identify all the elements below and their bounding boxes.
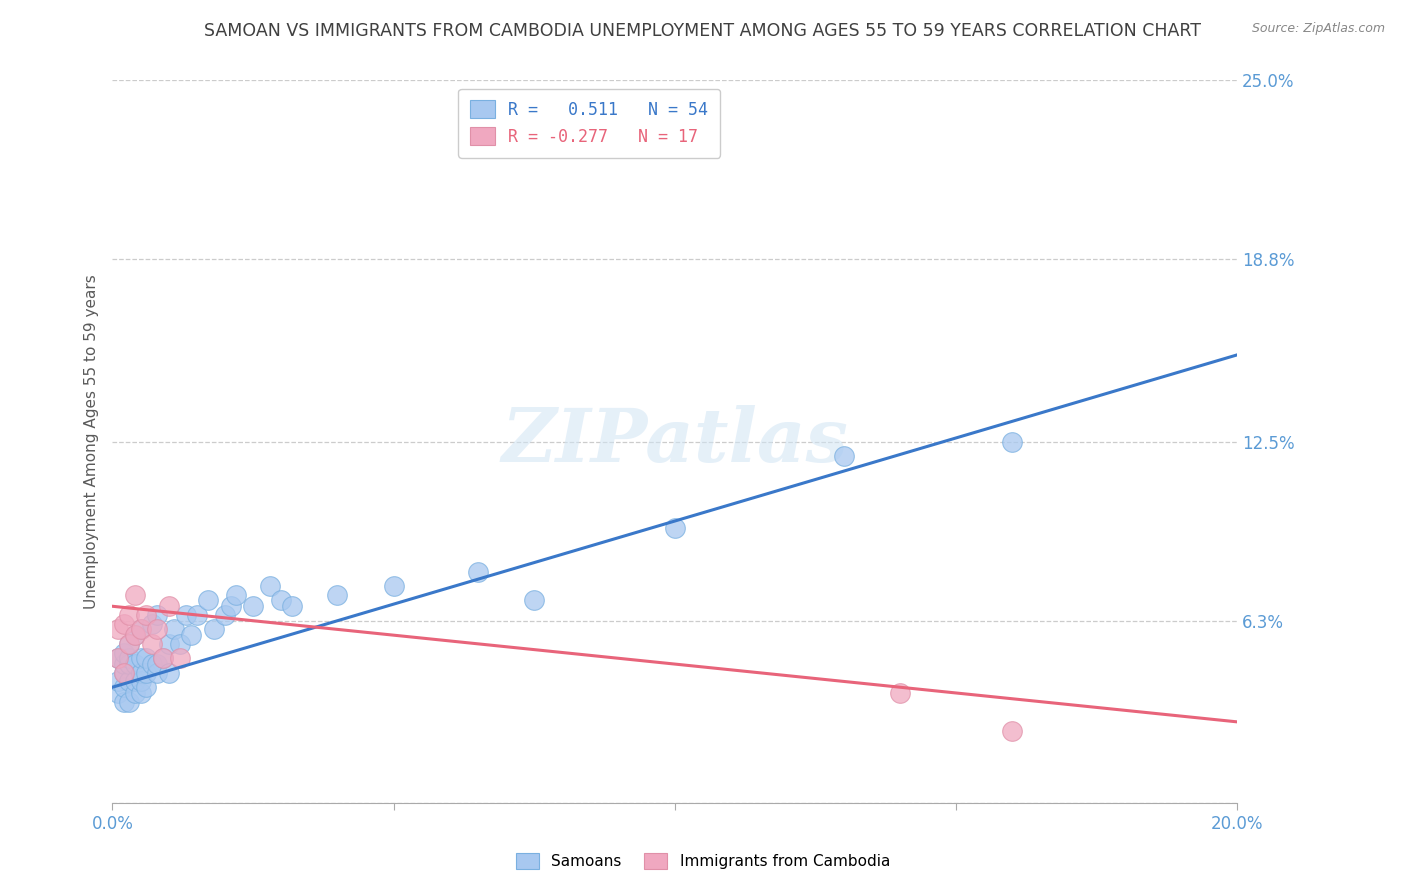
Point (174, 607, 197, 622)
Point (141, 616, 163, 631)
Point (832, 449, 855, 463)
Point (214, 607, 236, 622)
Point (124, 628, 146, 642)
Point (326, 588, 349, 602)
Point (169, 637, 191, 651)
Point (124, 674, 146, 689)
Point (112, 646, 135, 660)
Point (152, 651, 174, 665)
Point (135, 651, 157, 665)
Point (219, 599, 242, 614)
Point (157, 665, 180, 680)
Point (146, 607, 169, 622)
Point (129, 674, 152, 689)
Point (141, 637, 163, 651)
Point (141, 657, 163, 671)
Point (112, 695, 135, 709)
Point (146, 657, 169, 671)
Point (889, 686, 911, 700)
Point (118, 674, 141, 689)
Y-axis label: Unemployment Among Ages 55 to 59 years: Unemployment Among Ages 55 to 59 years (83, 274, 98, 609)
Point (129, 651, 152, 665)
Point (1001, 434, 1024, 449)
Point (135, 665, 157, 680)
Point (157, 599, 180, 614)
Point (118, 637, 141, 651)
Text: SAMOAN VS IMMIGRANTS FROM CAMBODIA UNEMPLOYMENT AMONG AGES 55 TO 59 YEARS CORREL: SAMOAN VS IMMIGRANTS FROM CAMBODIA UNEMP… (204, 22, 1202, 40)
Point (382, 579, 405, 593)
Point (197, 593, 219, 607)
Point (112, 657, 135, 671)
Point (259, 579, 281, 593)
Legend: R =   0.511   N = 54, R = -0.277   N = 17: R = 0.511 N = 54, R = -0.277 N = 17 (458, 88, 720, 158)
Point (169, 651, 191, 665)
Point (135, 607, 157, 622)
Point (118, 607, 141, 622)
Point (157, 637, 180, 651)
Point (1001, 723, 1024, 738)
Point (129, 665, 152, 680)
Point (523, 593, 546, 607)
Point (163, 623, 186, 637)
Point (467, 565, 489, 579)
Point (112, 665, 135, 680)
Point (112, 616, 135, 631)
Point (118, 651, 141, 665)
Point (112, 680, 135, 694)
Point (118, 637, 141, 651)
Point (146, 665, 169, 680)
Point (129, 623, 152, 637)
Point (146, 623, 169, 637)
Point (664, 521, 686, 535)
Point (118, 695, 141, 709)
Point (135, 680, 157, 694)
Point (129, 623, 152, 637)
Legend: Samoans, Immigrants from Cambodia: Samoans, Immigrants from Cambodia (510, 847, 896, 875)
Point (112, 665, 135, 680)
Point (152, 651, 174, 665)
Point (107, 651, 129, 665)
Point (107, 623, 129, 637)
Point (202, 623, 225, 637)
Text: Source: ZipAtlas.com: Source: ZipAtlas.com (1251, 22, 1385, 36)
Point (107, 651, 129, 665)
Point (242, 599, 264, 614)
Point (124, 628, 146, 642)
Point (225, 588, 247, 602)
Point (180, 628, 202, 642)
Point (129, 686, 152, 700)
Point (124, 657, 146, 671)
Point (118, 657, 141, 671)
Point (281, 599, 304, 614)
Point (124, 686, 146, 700)
Text: ZIPatlas: ZIPatlas (502, 405, 848, 478)
Point (270, 593, 292, 607)
Point (107, 686, 129, 700)
Point (107, 674, 129, 689)
Point (186, 607, 208, 622)
Point (124, 588, 146, 602)
